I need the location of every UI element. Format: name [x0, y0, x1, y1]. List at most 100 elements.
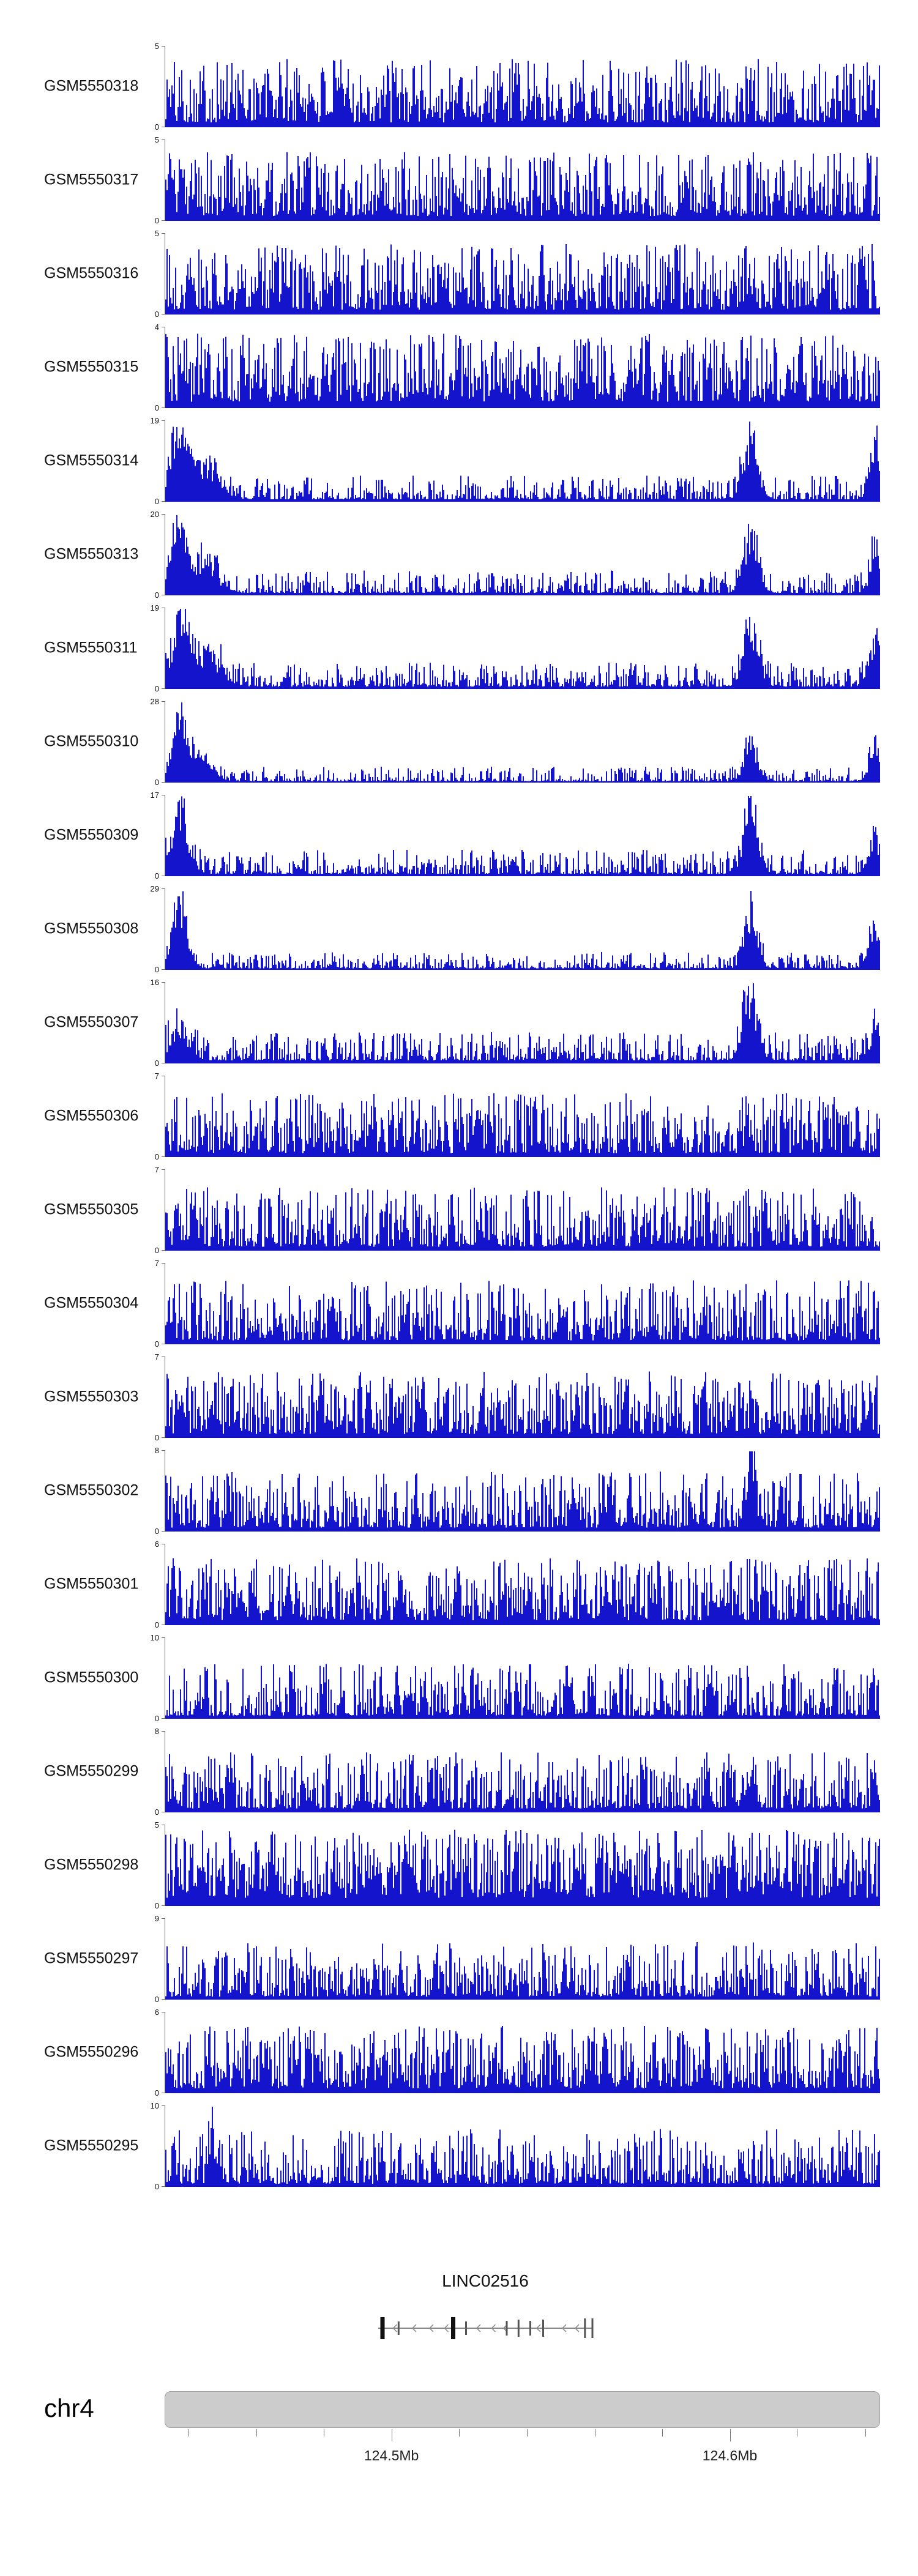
gene-exon — [591, 2318, 594, 2338]
track-label: GSM5550307 — [44, 1013, 139, 1031]
coverage-signal — [165, 1093, 880, 1157]
yaxis-zero-label: 0 — [154, 1527, 159, 1536]
track-label: GSM5550313 — [44, 545, 139, 563]
ruler-tick — [865, 2429, 866, 2436]
track-label: GSM5550318 — [44, 77, 139, 95]
coverage-signal — [165, 2026, 880, 2093]
yaxis-zero-label: 0 — [154, 965, 159, 974]
track-row: GSM5550307 16 0 — [0, 978, 918, 1076]
coverage-signal — [165, 1830, 880, 1906]
track-row: GSM5550297 9 0 — [0, 1915, 918, 2012]
track-label: GSM5550299 — [44, 1762, 139, 1780]
track-label: GSM5550315 — [44, 358, 139, 376]
yaxis-tick — [162, 1718, 165, 1719]
track-row: GSM5550304 7 0 — [0, 1259, 918, 1357]
track-row: GSM5550299 8 0 — [0, 1727, 918, 1825]
coverage-signal — [165, 333, 880, 408]
track-row: GSM5550316 5 0 — [0, 229, 918, 327]
gene-exon — [506, 2321, 508, 2336]
track-label: GSM5550305 — [44, 1201, 139, 1218]
track-row: GSM5550298 5 0 — [0, 1821, 918, 1918]
track-label: GSM5550310 — [44, 732, 139, 750]
track-label: GSM5550300 — [44, 1669, 139, 1686]
strand-arrow-icon — [561, 2324, 567, 2332]
strand-arrow-icon — [411, 2324, 417, 2332]
track-label: GSM5550296 — [44, 2043, 139, 2061]
yaxis-zero-label: 0 — [154, 497, 159, 506]
track-row: GSM5550318 5 0 — [0, 42, 918, 140]
yaxis-max-label: 7 — [154, 1352, 159, 1361]
yaxis-max-label: 5 — [154, 42, 159, 51]
yaxis-zero-label: 0 — [154, 1620, 159, 1629]
yaxis-max-label: 20 — [150, 510, 159, 519]
yaxis-tick — [162, 1156, 165, 1157]
track-label: GSM5550316 — [44, 264, 139, 282]
signal-plot: 16 0 — [151, 978, 881, 1067]
yaxis-max-label: 16 — [150, 978, 159, 987]
yaxis-zero-label: 0 — [154, 778, 159, 787]
yaxis-max-label: 28 — [150, 697, 159, 706]
gene-exon — [465, 2321, 467, 2335]
yaxis-max-label: 17 — [150, 791, 159, 800]
yaxis-max-label: 6 — [154, 1539, 159, 1549]
ruler-coordinate-label: 124.6Mb — [702, 2448, 758, 2463]
track-label: GSM5550295 — [44, 2137, 139, 2154]
track-row: GSM5550317 5 0 — [0, 136, 918, 233]
yaxis-tick — [162, 701, 165, 702]
track-label: GSM5550309 — [44, 826, 139, 844]
gene-exon — [380, 2317, 385, 2339]
ruler-tick — [730, 2429, 731, 2441]
ruler-tick — [526, 2429, 528, 2436]
yaxis-tick — [162, 1450, 165, 1451]
yaxis-tick — [162, 782, 165, 783]
yaxis-max-label: 10 — [150, 1633, 159, 1642]
yaxis-tick — [162, 420, 165, 421]
yaxis-tick — [162, 2186, 165, 2187]
yaxis-zero-label: 0 — [154, 590, 159, 600]
coverage-signal — [165, 1558, 880, 1625]
ruler-tick — [188, 2429, 189, 2436]
strand-arrow-icon — [392, 2324, 398, 2332]
track-label: GSM5550301 — [44, 1575, 139, 1593]
track-row: GSM5550315 4 0 — [0, 323, 918, 420]
yaxis-zero-label: 0 — [154, 2182, 159, 2191]
yaxis-zero-label: 0 — [154, 1152, 159, 1161]
coverage-signal — [165, 609, 880, 689]
yaxis-tick — [162, 1905, 165, 1906]
coverage-signal — [165, 891, 880, 970]
track-row: GSM5550308 29 0 — [0, 885, 918, 982]
yaxis-tick — [162, 2105, 165, 2106]
yaxis-max-label: 7 — [154, 1071, 159, 1081]
track-row: GSM5550309 17 0 — [0, 791, 918, 888]
coverage-signal — [165, 1752, 880, 1812]
yaxis-zero-label: 0 — [154, 310, 159, 319]
yaxis-max-label: 9 — [154, 1914, 159, 1923]
yaxis-tick — [162, 1169, 165, 1170]
gene-exon — [397, 2321, 400, 2335]
track-label: GSM5550304 — [44, 1294, 139, 1312]
yaxis-zero-label: 0 — [154, 1995, 159, 2004]
yaxis-max-label: 10 — [150, 2101, 159, 2110]
track-row: GSM5550300 10 0 — [0, 1633, 918, 1731]
yaxis-tick — [162, 1918, 165, 1919]
signal-plot: 10 0 — [151, 2102, 881, 2191]
yaxis-max-label: 8 — [154, 1446, 159, 1455]
yaxis-tick — [162, 1250, 165, 1251]
yaxis-max-label: 5 — [154, 135, 159, 144]
coverage-signal — [165, 796, 880, 876]
signal-plot: 19 0 — [151, 417, 881, 505]
track-label: GSM5550311 — [44, 639, 138, 657]
yaxis-max-label: 5 — [154, 1820, 159, 1830]
coverage-signal — [165, 1664, 880, 1719]
yaxis-tick — [162, 220, 165, 221]
